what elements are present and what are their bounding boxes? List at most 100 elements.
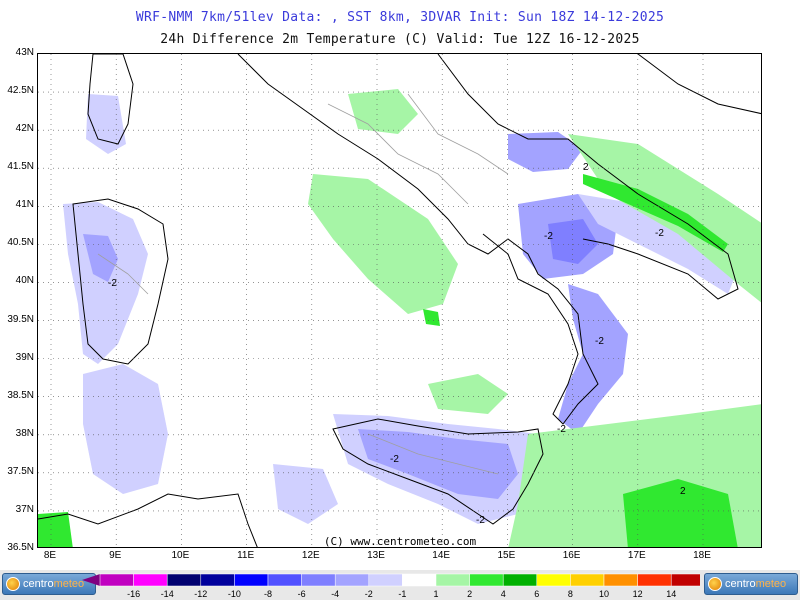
sicily-coast <box>332 418 544 525</box>
region-border-1 <box>327 103 469 205</box>
lat-tick-label: 41N <box>15 199 34 211</box>
colorbar-tick-label: 4 <box>501 589 506 599</box>
map-area: 2 -2 -2 -2 -2 -2 -2 -2 2 <box>37 53 762 548</box>
lon-tick-label: 10E <box>171 550 190 561</box>
colorbar-tick-label: 6 <box>534 589 539 599</box>
colorbar-tick-label: -6 <box>298 589 306 599</box>
cooling-area-sea-west <box>83 364 168 494</box>
cooling-area-gargano <box>508 132 583 172</box>
colorbar-tick-label: 12 <box>633 589 643 599</box>
colorbar-swatch <box>435 573 470 587</box>
contour-label-sicily: -2 <box>390 454 399 465</box>
contour-labels: 2 -2 -2 -2 -2 -2 -2 -2 2 <box>108 162 686 526</box>
lat-tick-label: 36.5N <box>7 542 34 553</box>
corsica-coast <box>87 54 134 145</box>
colorbar-swatch <box>234 573 269 587</box>
contour-label-sicily-south: -2 <box>476 515 485 526</box>
globe-icon <box>708 577 722 591</box>
lat-tick-label: 39N <box>15 351 34 363</box>
centrometeo-logo-left[interactable]: centrometeo <box>2 573 96 595</box>
lat-tick-label: 43N <box>15 47 34 58</box>
copyright-text: (C) www.centrometeo.com <box>323 535 477 548</box>
colorbar-tick-label: -1 <box>398 589 406 599</box>
cooling-area-sicily-inner <box>358 429 518 499</box>
colorbar-swatch <box>603 573 638 587</box>
colorbar-tick-label: -8 <box>264 589 272 599</box>
region-border-3 <box>367 433 499 475</box>
warming-areas <box>38 89 761 547</box>
contour-label-calabria-south: -2 <box>557 424 566 435</box>
warming-area-sw-corner <box>38 512 73 547</box>
lat-tick-label: 40N <box>15 275 34 287</box>
warming-area-lazio <box>348 89 418 134</box>
region-border-2 <box>407 93 509 175</box>
centrometeo-logo-right[interactable]: centrometeo <box>704 573 798 595</box>
colorbar-swatch <box>637 573 672 587</box>
colorbar-swatch <box>133 573 168 587</box>
colorbar-swatch <box>402 573 437 587</box>
lon-tick-label: 8E <box>43 550 57 561</box>
warming-area-adriatic-strong <box>583 174 728 252</box>
colorbar-tick-label: 1 <box>433 589 438 599</box>
colorbar-swatch <box>502 573 538 587</box>
contour-label-apulia: -2 <box>655 228 664 239</box>
field-title: 24h Difference 2m Temperature (C) Valid:… <box>160 32 640 47</box>
colorbar-tick-label: -16 <box>127 589 140 599</box>
warming-area-ionian-strong <box>623 479 738 547</box>
lat-tick-label: 40.5N <box>7 237 34 249</box>
contour-label-calabria: -2 <box>595 336 604 347</box>
regional-borders <box>97 93 509 475</box>
logo-text-left: centrometeo <box>23 578 85 590</box>
contour-label-adriatic: 2 <box>583 162 589 173</box>
colorbar-swatch <box>301 573 336 587</box>
contour-label-sardinia: -2 <box>108 278 117 289</box>
colorbar-swatch <box>368 573 403 587</box>
colorbar-tick-label: -14 <box>161 589 174 599</box>
cooling-area-sw-sea <box>273 464 338 524</box>
colorbar-tick-label: 10 <box>599 589 609 599</box>
colorbar-swatch <box>469 573 504 587</box>
lon-tick-label: 14E <box>432 550 451 561</box>
colorbar-swatch <box>267 573 302 587</box>
lon-tick-label: 11E <box>237 550 255 561</box>
warming-area-small <box>423 309 440 326</box>
color-scale: -16-14-12-10-8-6-4-2-11246810121416 <box>82 573 700 599</box>
warming-area-sicily-channel <box>428 374 508 414</box>
lon-tick-label: 18E <box>693 550 711 561</box>
coastlines <box>38 54 761 547</box>
colorbar-swatch <box>166 573 202 587</box>
colorbar-swatch <box>670 573 700 587</box>
colorbar-tick-label: 2 <box>467 589 472 599</box>
colorbar-arrow-left <box>82 574 100 586</box>
lat-tick-label: 38N <box>15 427 34 439</box>
colorbar-swatch <box>536 573 571 587</box>
temperature-difference-map: 2 -2 -2 -2 -2 -2 -2 -2 2 <box>38 54 761 547</box>
lat-tick-label: 38.5N <box>7 389 34 401</box>
colorbar-tick-label: 14 <box>666 589 676 599</box>
lat-tick-label: 39.5N <box>7 313 34 325</box>
cooling-areas <box>63 94 738 524</box>
italy-peninsula-coast <box>237 54 599 425</box>
italy-east-coast <box>437 54 739 300</box>
lon-tick-label: 12E <box>301 550 320 561</box>
lon-tick-label: 9E <box>109 550 122 561</box>
lon-tick-label: 17E <box>627 550 646 561</box>
africa-coast <box>38 493 258 547</box>
colorbar-tick-label: -10 <box>228 589 241 599</box>
cooling-area-calabria <box>558 284 628 434</box>
globe-icon <box>6 577 20 591</box>
colorbar-tick-label: -12 <box>194 589 207 599</box>
region-border-4 <box>97 253 149 295</box>
lat-tick-label: 37N <box>15 503 34 515</box>
contour-label-basilicata: -2 <box>544 231 553 242</box>
lon-tick-label: 16E <box>562 550 581 561</box>
logo-text-right: centrometeo <box>725 578 787 590</box>
lat-tick-label: 41.5N <box>7 161 34 173</box>
contour-label-ionian: 2 <box>680 486 686 497</box>
lat-tick-label: 37.5N <box>7 465 34 477</box>
cooling-area-apulia <box>578 194 738 294</box>
lat-lon-grid <box>38 54 761 547</box>
colorbar-tick-label: -4 <box>331 589 339 599</box>
lat-tick-label: 42.5N <box>7 85 34 97</box>
colorbar-swatch <box>99 573 134 587</box>
